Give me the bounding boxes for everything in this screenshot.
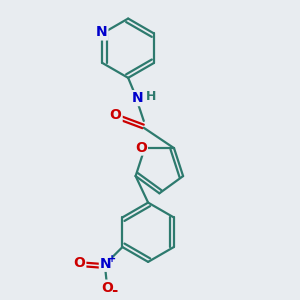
Text: O: O <box>101 280 113 295</box>
Text: O: O <box>74 256 85 270</box>
Text: O: O <box>110 108 122 122</box>
Text: N: N <box>132 91 143 105</box>
Text: N: N <box>96 26 107 39</box>
Text: -: - <box>111 283 118 298</box>
Text: H: H <box>146 90 157 103</box>
Text: O: O <box>135 140 147 154</box>
Text: +: + <box>108 254 116 264</box>
Text: N: N <box>99 257 111 271</box>
